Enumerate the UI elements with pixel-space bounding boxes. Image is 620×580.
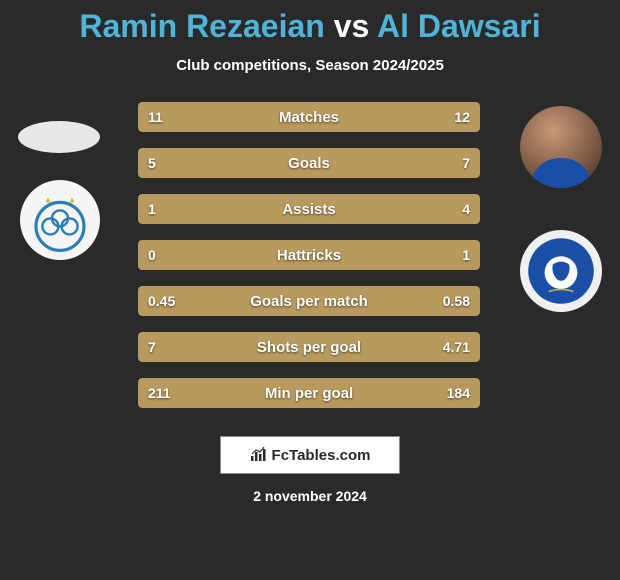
stat-value-right: 1 bbox=[462, 240, 470, 270]
player1-name: Ramin Rezaeian bbox=[79, 8, 324, 44]
stat-bar-row: 0.45Goals per match0.58 bbox=[138, 286, 480, 316]
player1-club-logo bbox=[20, 180, 100, 260]
stat-bar-row: 211Min per goal184 bbox=[138, 378, 480, 408]
stat-value-right: 4 bbox=[462, 194, 470, 224]
player1-avatar bbox=[18, 121, 100, 153]
comparison-content: 11Matches125Goals71Assists40Hattricks10.… bbox=[0, 102, 620, 422]
stat-value-right: 12 bbox=[454, 102, 470, 132]
stat-bar-row: 0Hattricks1 bbox=[138, 240, 480, 270]
stat-value-right: 7 bbox=[462, 148, 470, 178]
player2-club-logo bbox=[520, 230, 602, 312]
stat-bar-row: 7Shots per goal4.71 bbox=[138, 332, 480, 362]
brand-text: FcTables.com bbox=[272, 447, 371, 464]
stat-bar-row: 5Goals7 bbox=[138, 148, 480, 178]
stat-bars: 11Matches125Goals71Assists40Hattricks10.… bbox=[138, 102, 480, 424]
player2-name: Al Dawsari bbox=[377, 8, 541, 44]
subtitle: Club competitions, Season 2024/2025 bbox=[0, 57, 620, 74]
comparison-title: Ramin Rezaeian vs Al Dawsari bbox=[0, 0, 620, 45]
stat-label: Matches bbox=[138, 102, 480, 132]
stat-bar-row: 11Matches12 bbox=[138, 102, 480, 132]
stat-label: Min per goal bbox=[138, 378, 480, 408]
stat-bar-row: 1Assists4 bbox=[138, 194, 480, 224]
chart-icon bbox=[250, 447, 266, 464]
stat-value-right: 0.58 bbox=[443, 286, 470, 316]
player2-avatar bbox=[520, 106, 602, 188]
stat-value-right: 4.71 bbox=[443, 332, 470, 362]
title-vs: vs bbox=[334, 8, 370, 44]
stat-label: Assists bbox=[138, 194, 480, 224]
stat-label: Goals bbox=[138, 148, 480, 178]
brand-badge: FcTables.com bbox=[220, 436, 400, 474]
stat-label: Hattricks bbox=[138, 240, 480, 270]
date-text: 2 november 2024 bbox=[0, 488, 620, 504]
stat-value-right: 184 bbox=[447, 378, 470, 408]
stat-label: Goals per match bbox=[138, 286, 480, 316]
stat-label: Shots per goal bbox=[138, 332, 480, 362]
